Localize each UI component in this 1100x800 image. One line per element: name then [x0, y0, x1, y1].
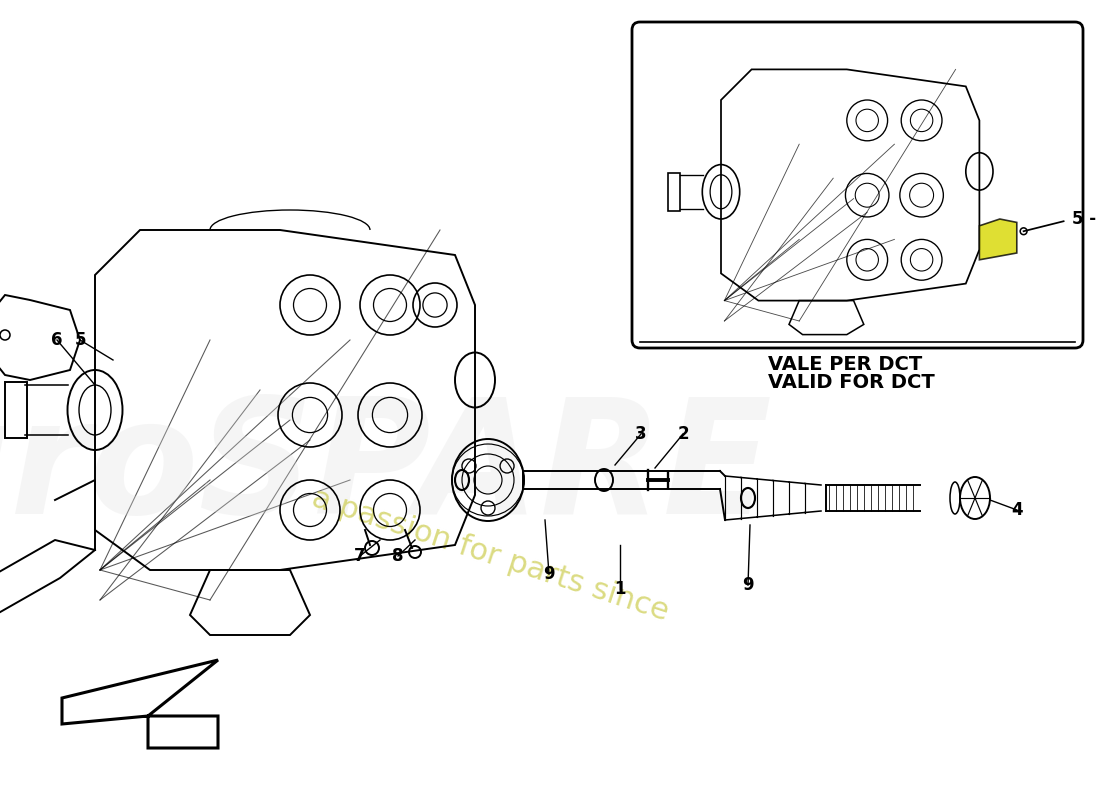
Text: 9: 9	[742, 576, 754, 594]
Text: VALID FOR DCT: VALID FOR DCT	[768, 373, 935, 392]
Text: 5: 5	[75, 331, 86, 349]
Text: 1: 1	[614, 580, 626, 598]
Text: 3: 3	[635, 425, 647, 443]
Text: a passion for parts since: a passion for parts since	[308, 483, 672, 626]
Text: 4: 4	[1011, 501, 1023, 519]
Text: VALE PER DCT: VALE PER DCT	[768, 355, 922, 374]
Text: euroSPARE: euroSPARE	[0, 393, 772, 547]
Text: 8: 8	[393, 547, 404, 565]
Polygon shape	[979, 219, 1016, 260]
Text: 7: 7	[354, 547, 366, 565]
Text: 2: 2	[678, 425, 689, 443]
Bar	[668, 173, 680, 211]
Text: 9: 9	[543, 565, 554, 583]
Circle shape	[0, 330, 10, 340]
Text: 5 - 7: 5 - 7	[1071, 210, 1100, 228]
Bar	[6, 382, 28, 438]
Text: 6: 6	[52, 331, 63, 349]
